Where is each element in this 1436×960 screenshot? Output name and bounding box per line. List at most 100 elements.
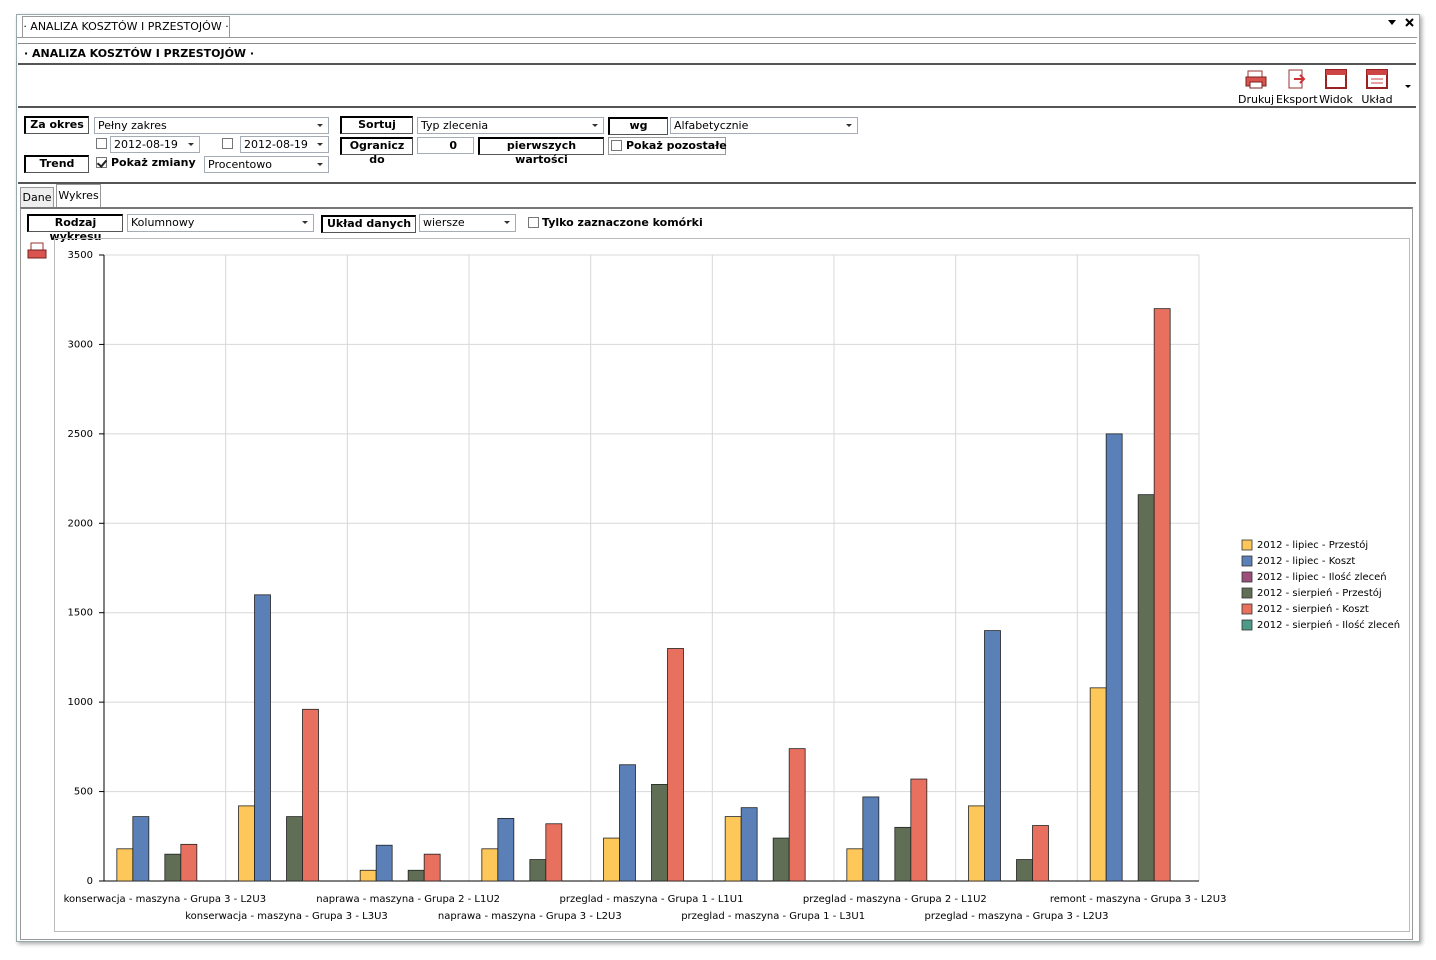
bar (529, 859, 547, 882)
y-tick-label: 3500 (68, 250, 93, 261)
bar (846, 848, 864, 882)
bar (481, 848, 499, 882)
legend-label: 2012 - sierpień - Koszt (1257, 603, 1369, 615)
bar (603, 837, 620, 882)
x-tick-label: konserwacja - maszyna - Grupa 3 - L3U3 (185, 911, 388, 922)
y-tick-label: 0 (87, 876, 93, 887)
button-label: Eksport (1276, 93, 1318, 106)
bar (1105, 433, 1123, 882)
chart-area (54, 238, 1410, 932)
button-label: Układ (1361, 93, 1393, 106)
limit-spinner[interactable]: 0 (417, 137, 474, 154)
bar (180, 843, 198, 882)
icon (27, 242, 47, 259)
show-rest-box[interactable] (608, 137, 726, 155)
combo-arrow (317, 163, 323, 166)
show-changes-label: Pokaż zmiany (111, 156, 196, 169)
y-tick-label: 1500 (68, 608, 93, 619)
data-layout-combo[interactable]: wiersze (419, 214, 516, 232)
period-label: Za okres (24, 116, 89, 134)
export-icon (1288, 69, 1306, 89)
data-tab[interactable]: Dane (20, 187, 54, 208)
date-from-checkbox[interactable] (96, 138, 107, 149)
only-selected-label: Tylko zaznaczone komórki (542, 216, 703, 229)
bar (238, 805, 255, 882)
by-label: wg (608, 117, 668, 135)
combo-text: Pełny zakres (98, 119, 167, 132)
x-tick-label: przeglad - maszyna - Grupa 2 - L1U2 (803, 894, 987, 905)
limit-label: Ogranicz do (340, 137, 413, 166)
bar (772, 837, 790, 882)
header-title: · ANALIZA KOSZTÓW I PRZESTOJÓW · (24, 47, 255, 60)
chart-tab[interactable]: Wykres (56, 184, 101, 208)
legend-label: 2012 - sierpień - Ilość zleceń (1257, 619, 1400, 631)
chart-print-icon[interactable] (26, 241, 48, 266)
chart-type-combo[interactable]: Kolumnowy (127, 214, 314, 232)
legend-label: 2012 - sierpień - Przestój (1257, 587, 1382, 599)
period-combo[interactable]: Pełny zakres (94, 117, 329, 134)
combo-text: 2012-08-19 (114, 138, 178, 151)
toolbar (18, 66, 1416, 108)
bar (968, 805, 985, 882)
legend-label: 2012 - lipiec - Koszt (1257, 556, 1355, 567)
trend-combo[interactable]: Procentowo (204, 156, 329, 173)
chart-panel (20, 207, 1413, 940)
x-tick-label: naprawa - maszyna - Grupa 2 - L1U2 (316, 894, 500, 905)
show-rest-checkbox[interactable] (611, 140, 622, 151)
layout-button[interactable]: Układ (1357, 68, 1397, 106)
bar (740, 807, 758, 882)
bar (619, 764, 636, 882)
y-tick-label: 3000 (68, 339, 93, 350)
layout-icon (1366, 69, 1388, 89)
y-tick-label: 2000 (68, 518, 93, 529)
y-tick-label: 2500 (68, 429, 93, 440)
combo-text: Kolumnowy (131, 216, 195, 229)
x-tick-label: przeglad - maszyna - Grupa 3 - L2U3 (925, 911, 1109, 922)
trend-label: Trend (24, 155, 89, 173)
button-label: Widok (1319, 93, 1353, 106)
close-icon (1405, 18, 1414, 27)
show-rest-label: Pokaż pozostałe (626, 139, 727, 152)
bar (164, 853, 182, 882)
spinner-text: 0 (449, 139, 457, 152)
date-to-combo[interactable]: 2012-08-19 (240, 136, 329, 153)
legend-swatch (1241, 619, 1253, 631)
only-selected-checkbox[interactable] (528, 217, 539, 228)
bar (651, 784, 668, 882)
y-tick-label: 500 (74, 787, 93, 798)
legend-swatch (1241, 603, 1253, 615)
combo-arrow (317, 124, 323, 127)
toolbar-overflow[interactable] (1405, 85, 1411, 88)
export-button[interactable]: Eksport (1276, 68, 1318, 106)
bar (894, 826, 912, 882)
bar (497, 818, 515, 882)
combo-arrow (317, 143, 323, 146)
date-from-combo[interactable]: 2012-08-19 (110, 136, 200, 153)
bar (1032, 825, 1049, 882)
print-button[interactable]: Drukuj (1236, 68, 1276, 106)
legend-swatch (1241, 571, 1253, 583)
combo-text: 2012-08-19 (244, 138, 308, 151)
show-changes-checkbox[interactable] (96, 157, 107, 168)
document-tab[interactable]: · ANALIZA KOSZTÓW I PRZESTOJÓW · (22, 16, 230, 37)
tab-menu-button[interactable] (1388, 20, 1396, 25)
bar (302, 708, 319, 882)
bar (862, 796, 880, 882)
combo-text: Alfabetycznie (674, 119, 749, 132)
bar (254, 594, 271, 882)
sort-combo[interactable]: Typ zlecenia (417, 117, 604, 134)
close-button[interactable] (1405, 16, 1415, 28)
bar (910, 778, 928, 882)
view-button[interactable]: Widok (1316, 68, 1356, 106)
y-tick-label: 1000 (68, 697, 93, 708)
order-combo[interactable]: Alfabetycznie (670, 117, 858, 134)
date-to-checkbox[interactable] (222, 138, 233, 149)
combo-text: Typ zlecenia (421, 119, 489, 132)
legend-label: 2012 - lipiec - Ilość zleceń (1257, 571, 1387, 583)
bar (423, 853, 441, 882)
data-layout-label: Układ danych (321, 215, 416, 233)
legend-swatch (1241, 555, 1253, 567)
bar (375, 844, 393, 882)
x-tick-label: przeglad - maszyna - Grupa 1 - L3U1 (681, 911, 865, 922)
bar (407, 869, 425, 882)
